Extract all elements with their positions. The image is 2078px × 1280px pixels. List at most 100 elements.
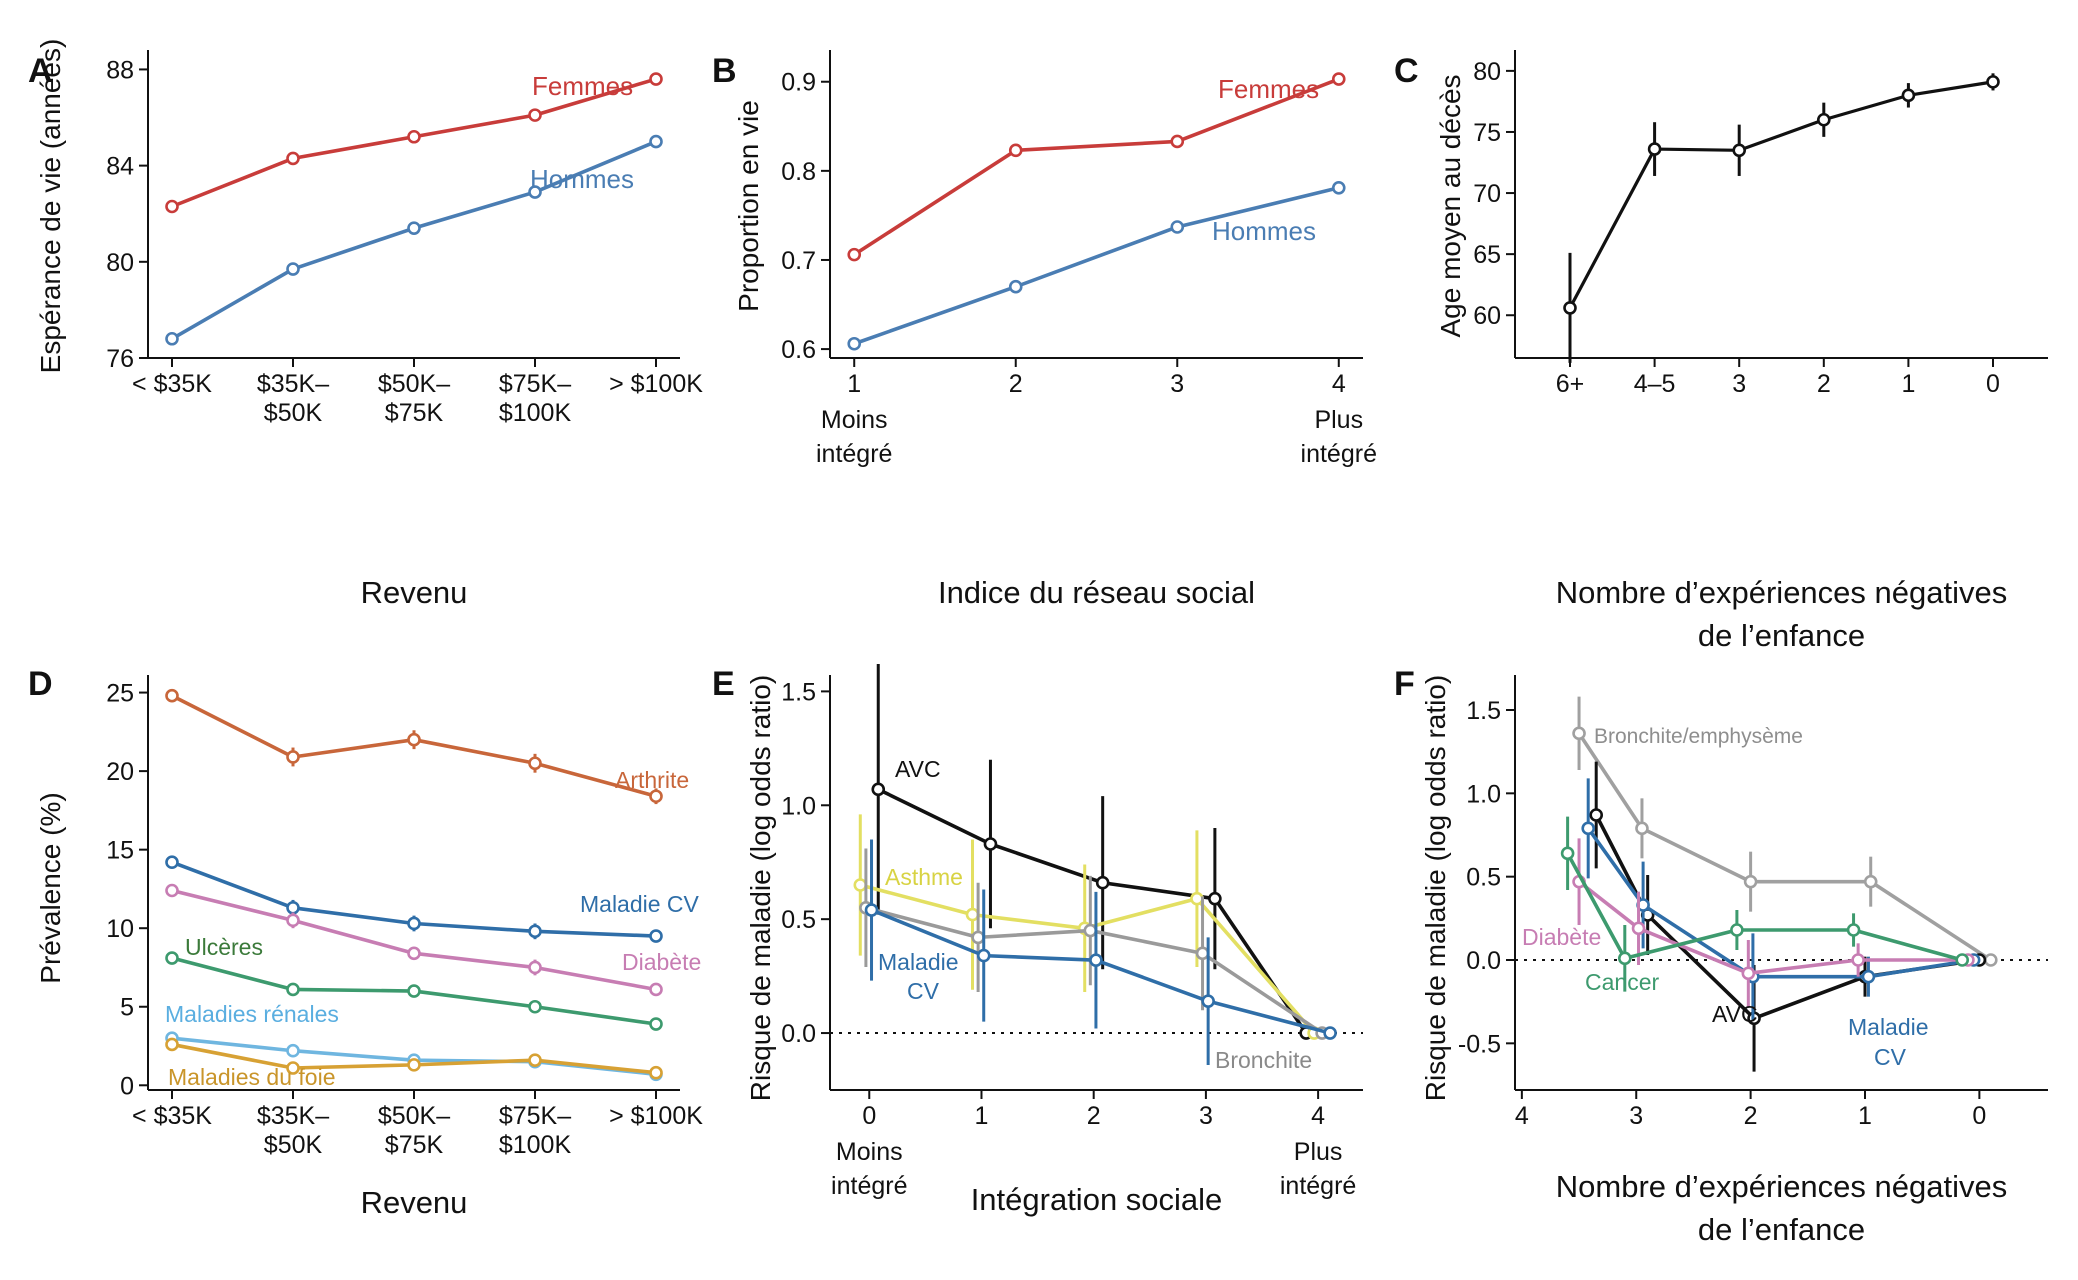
pb-data-point (1008, 143, 1023, 158)
pb-x-tick-label: 1 (847, 370, 861, 398)
pc-x-tick-label: 4–5 (1634, 370, 1676, 398)
pc-y-tick-label: 65 (1473, 241, 1501, 269)
label-a-hommes: Hommes (530, 164, 634, 194)
label-e-avc: AVC (895, 756, 941, 782)
pd-x-tick-label: $75K– $100K (499, 1102, 572, 1159)
pb-x-annotation-line: intégré (1301, 440, 1377, 468)
pf-data-point (1955, 953, 1970, 967)
pd-x-axis-label: Revenu (361, 1185, 468, 1220)
panel-letter-c: C (1394, 52, 1419, 90)
pd-data-point (165, 951, 179, 965)
pc-x-tick-label-line: 3 (1732, 370, 1746, 398)
pf-data-point (1984, 953, 1998, 967)
pe-x-annotation-line: Moins (836, 1138, 903, 1166)
pb-x-tick-label-line: 1 (847, 370, 861, 398)
pd-y-tick-label: 10 (106, 915, 134, 943)
pb-y-tick-label: 0.9 (781, 69, 816, 97)
pb-series-line (853, 186, 1340, 346)
pa-x-tick-label-line: $100K (499, 399, 572, 427)
pd-data-point (528, 924, 542, 939)
pc-x-tick-label: 3 (1732, 370, 1746, 398)
pd-data-point (528, 999, 542, 1014)
pa-data-point (649, 134, 663, 149)
pd-y-tick-label: 25 (106, 680, 134, 708)
pe-series (871, 664, 1313, 1040)
pb-x-annotation: Moins intégré (816, 406, 892, 468)
pd-x-tick-label: > $100K (609, 1102, 703, 1130)
pd-x-tick-label-line: $50K (264, 1131, 323, 1159)
pb-x-tick-label-line: 2 (1009, 370, 1023, 398)
pe-series (859, 848, 1329, 1040)
pe-series-line (877, 787, 1308, 1035)
pe-x-tick-label: 1 (975, 1102, 989, 1130)
pe-x-annotation-line: Plus (1294, 1138, 1343, 1166)
panel-letter-f: F (1394, 665, 1415, 703)
pd-data-point (649, 982, 663, 997)
chart-panel-f: -0.5 0.0 0.5 1.0 1.5 4 3 2 1 0 Nombre d’expérience… (1420, 675, 2048, 1247)
chart-panel-b: 0.6 0.7 0.8 0.9 1 2 3 4 Moins intégré Plus intégré I… (733, 50, 1377, 610)
pe-data-point (1323, 1026, 1337, 1040)
pa-x-tick-label: < $35K (132, 370, 212, 398)
pe-data-point (1208, 891, 1222, 906)
pb-x-axis-label: Indice du réseau social (938, 575, 1255, 610)
pa-x-tick-label: $35K– $50K (257, 370, 329, 427)
pa-x-tick-label-line: $75K– (499, 370, 571, 398)
pc-x-tick-label-line: 0 (1986, 370, 2000, 398)
pb-y-axis-label: Proportion en vie (733, 100, 764, 312)
pd-data-point (649, 1065, 663, 1080)
pd-x-tick-label: $35K– $50K (257, 1102, 329, 1159)
pf-data-point (1581, 821, 1596, 836)
label-d-maladiecv: Maladie CV (580, 891, 700, 917)
pe-data-point (983, 837, 998, 851)
pa-data-point (528, 185, 542, 199)
pb-x-tick-label-line: 4 (1332, 370, 1346, 398)
pa-data-point (407, 221, 421, 235)
label-f-bronchite: Bronchite/emphysème (1594, 725, 1803, 748)
pe-y-tick-label: 1.5 (781, 678, 816, 706)
pf-data-point (1631, 921, 1646, 936)
pc-y-tick-label: 60 (1473, 302, 1501, 330)
pa-x-tick-label-line: < $35K (132, 370, 212, 398)
pd-x-tick-label-line: > $100K (609, 1102, 703, 1130)
pc-data-point (1563, 301, 1577, 315)
pe-x-annotation-line: intégré (831, 1172, 907, 1200)
pf-x-tick-label: 3 (1629, 1102, 1643, 1130)
pe-x-tick-label-line: 4 (1311, 1102, 1325, 1130)
pb-x-annotation-line: Moins (821, 406, 888, 434)
pf-series (1560, 816, 1970, 992)
pb-y-tick-label: 0.6 (781, 336, 816, 364)
pf-data-point (1741, 966, 1756, 981)
pe-data-point (971, 930, 985, 945)
pd-x-tick-label-line: $75K (385, 1131, 444, 1159)
pd-data-point (407, 1058, 421, 1072)
panel-letter-d: D (28, 665, 53, 703)
pd-x-tick-label: $50K– $75K (378, 1102, 450, 1159)
pd-data-point (528, 1053, 542, 1067)
pb-data-point (847, 247, 862, 262)
pd-series (165, 1037, 663, 1080)
pc-x-tick-label-line: 1 (1901, 370, 1915, 398)
pb-data-point (1331, 180, 1346, 195)
pa-data-point (165, 331, 179, 346)
label-b-femmes: Femmes (1218, 74, 1319, 104)
pf-data-point (1851, 953, 1865, 967)
pe-x-tick-label-line: 0 (862, 1102, 876, 1130)
pe-series (864, 839, 1337, 1065)
series-labels: Femmes Hommes Femmes Hommes Arthrite Mal… (165, 71, 1929, 1090)
pf-x-tick-label: 2 (1744, 1102, 1758, 1130)
pe-x-axis-label: Intégration sociale (971, 1182, 1223, 1217)
pe-y-tick-label: 1.0 (781, 792, 816, 820)
pf-data-point (1635, 821, 1649, 836)
pf-y-axis-label: Risque de maladie (log odds ratio) (1420, 675, 1451, 1101)
pa-y-tick-label: 84 (106, 153, 134, 181)
pb-data-point (847, 336, 862, 351)
label-f-diabete: Diabète (1522, 924, 1601, 950)
pf-series-line (1566, 852, 1963, 962)
chart-panel-a: 76 80 84 88 < $35K $35K– $50K $50K– $75K $75K– $10… (35, 39, 703, 610)
pe-x-axis-label-line: Intégration sociale (971, 1182, 1223, 1217)
pd-x-tick-label-line: $35K– (257, 1102, 329, 1130)
pd-series (165, 855, 663, 943)
pd-data-point (165, 883, 179, 898)
pc-x-axis-label-line: de l’enfance (1698, 618, 1865, 653)
